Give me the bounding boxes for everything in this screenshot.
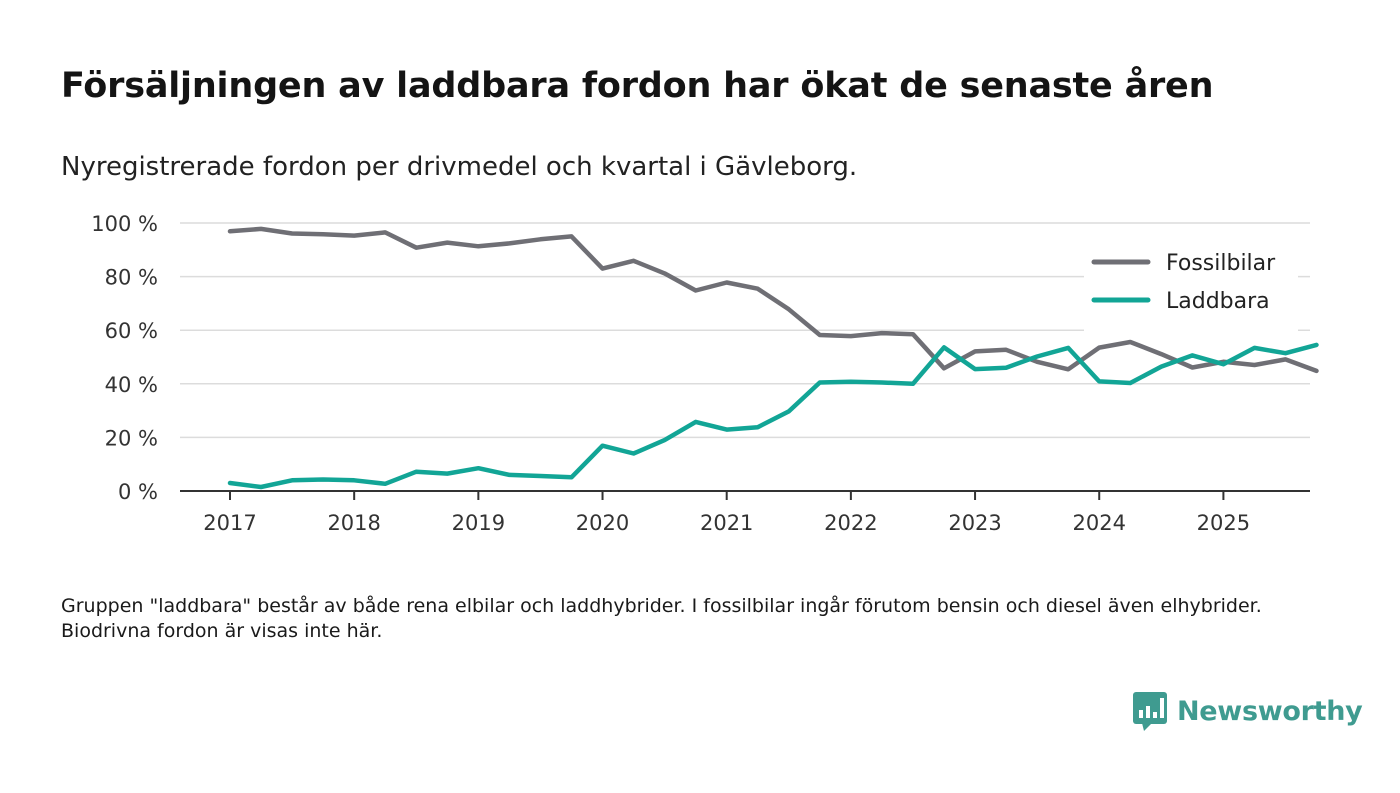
chart-subtitle: Nyregistrerade fordon per drivmedel och … bbox=[61, 152, 858, 182]
y-tick-label-0: 0 % bbox=[118, 480, 158, 504]
series-line-fossilbilar bbox=[227, 226, 1319, 374]
x-tick-label-2022: 2022 bbox=[824, 511, 877, 535]
chart-title: Försäljningen av laddbara fordon har öka… bbox=[61, 66, 1214, 106]
x-tick-label-2023: 2023 bbox=[948, 511, 1001, 535]
y-tick-label-20: 20 % bbox=[105, 426, 158, 450]
x-tick-label-2019: 2019 bbox=[452, 511, 505, 535]
x-tick-label-2024: 2024 bbox=[1073, 511, 1126, 535]
line-chart: 0 % 20 % 40 % 60 % 80 % 100 % 2017 2018 2019 2020… bbox=[91, 212, 1319, 535]
legend-label-laddbara: Laddbara bbox=[1166, 289, 1270, 314]
newsworthy-logo-icon bbox=[1133, 692, 1167, 731]
x-tick-label-2018: 2018 bbox=[327, 511, 380, 535]
y-tick-label-100: 100 % bbox=[91, 212, 158, 236]
x-tick-label-2020: 2020 bbox=[576, 511, 629, 535]
footnote: Gruppen "laddbara" består av både rena e… bbox=[61, 595, 1262, 642]
x-tick-label-2017: 2017 bbox=[203, 511, 256, 535]
brand-logo[interactable]: Newsworthy bbox=[1133, 690, 1363, 732]
y-tick-label-60: 60 % bbox=[105, 319, 158, 343]
series-line-laddbara bbox=[227, 342, 1319, 490]
y-tick-label-40: 40 % bbox=[105, 373, 158, 397]
x-tick-label-2021: 2021 bbox=[700, 511, 753, 535]
legend-label-fossilbilar: Fossilbilar bbox=[1166, 251, 1276, 276]
y-tick-label-80: 80 % bbox=[105, 266, 158, 290]
legend-box bbox=[1084, 238, 1298, 334]
brand-name: Newsworthy bbox=[1177, 695, 1363, 727]
x-tick-label-2025: 2025 bbox=[1197, 511, 1250, 535]
